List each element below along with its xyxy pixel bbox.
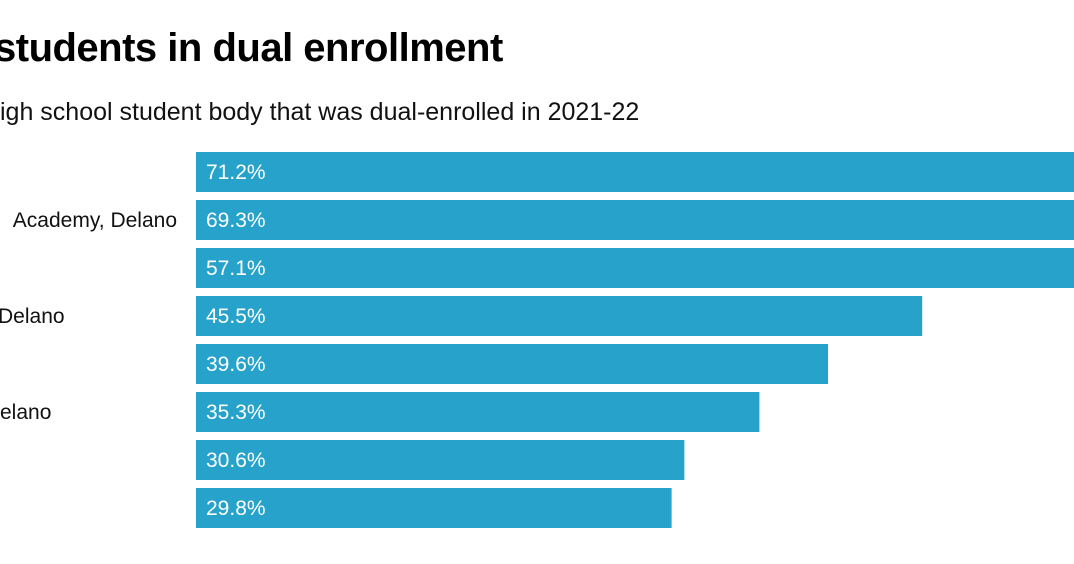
bar [196, 488, 672, 528]
category-label: elano [0, 401, 51, 424]
bar-value-label: 29.8% [206, 497, 266, 520]
chart-subtitle: igh school student body that was dual-en… [0, 98, 640, 126]
category-label: Academy, Delano [13, 209, 177, 232]
bar [196, 296, 923, 336]
bar [196, 152, 1074, 192]
bar-value-label: 39.6% [206, 353, 266, 376]
bar-value-label: 69.3% [206, 209, 266, 232]
bar [196, 344, 829, 384]
bar [196, 200, 1074, 240]
chart-title: students in dual enrollment [0, 26, 503, 70]
bar [196, 440, 685, 480]
bar-value-label: 45.5% [206, 305, 266, 328]
bar-value-label: 71.2% [206, 161, 266, 184]
bar [196, 392, 760, 432]
bar-value-label: 57.1% [206, 257, 266, 280]
bar [196, 248, 1074, 288]
category-label: Delano [0, 305, 65, 328]
bar-value-label: 35.3% [206, 401, 266, 424]
bar-value-label: 30.6% [206, 449, 266, 472]
